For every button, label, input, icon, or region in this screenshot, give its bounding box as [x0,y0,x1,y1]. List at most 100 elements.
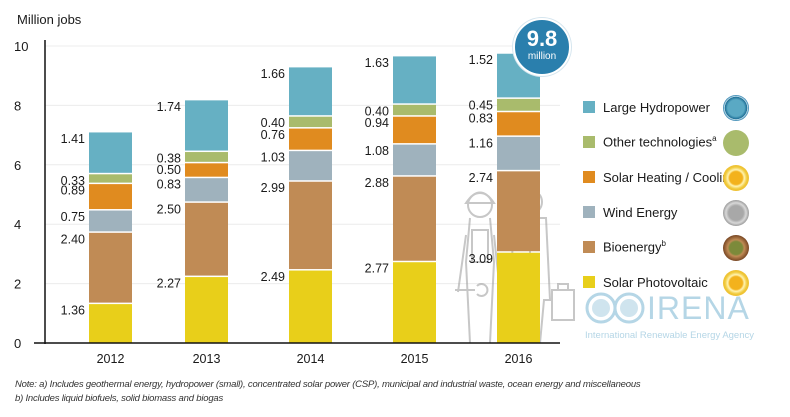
y-tick-label: 4 [14,217,21,232]
bar-segment [289,128,332,150]
legend-item-bioenergy: Bioenergyb [583,237,666,257]
data-label: 2.88 [365,176,389,190]
legend-label: Wind Energy [603,204,678,220]
bar-segment [89,174,132,183]
x-tick-label: 2013 [193,352,221,366]
bar-segment [185,152,228,162]
bar-segment [393,262,436,343]
legend-item-solar-photovoltaic: Solar Photovoltaic [583,272,708,292]
briefcase-icon [551,283,575,321]
data-label: 0.50 [157,163,181,177]
bar-segment [393,104,436,116]
bar-segment [289,67,332,116]
data-label: 0.83 [157,178,181,192]
data-label: 0.38 [157,152,181,166]
irena-logo: IRENA International Renewable Energy Age… [585,290,754,341]
total-badge: 9.8 million [513,18,571,76]
x-tick-label: 2014 [297,352,325,366]
data-label: 1.66 [261,67,285,81]
legend-label: Solar Heating / Cooling [603,169,737,185]
bar-segment [497,171,540,252]
data-label: 1.63 [365,56,389,70]
sun-icon [723,165,749,191]
legend-swatch [583,101,595,113]
bar-segment [393,144,436,176]
data-label: 0.75 [61,210,85,224]
bar-segment [497,112,540,136]
leaf-icon [723,235,749,261]
bar-segment [89,184,132,210]
data-label: 0.94 [365,116,389,130]
bar-segment [185,277,228,343]
globe-infinity-icon [585,292,645,324]
wind-turbine-icon [723,200,749,226]
bar-segment [497,136,540,170]
bar-segment [393,176,436,261]
data-label: 1.16 [469,136,493,150]
legend-swatch [583,241,595,253]
data-label: 1.52 [469,53,493,67]
data-label: 2.40 [61,232,85,246]
legend-swatch [583,136,595,148]
data-label: 0.40 [261,116,285,130]
data-label: 0.89 [61,184,85,198]
data-label: 0.33 [61,174,85,188]
bar-segment [185,163,228,177]
y-tick-label: 2 [14,277,21,292]
y-tick-label: 10 [14,39,28,54]
bar-segment [393,116,436,144]
legend-label: Large Hydropower [603,99,710,115]
legend-swatch [583,206,595,218]
bar-segment [289,151,332,181]
legend-swatch [583,171,595,183]
data-label: 3.09 [469,252,493,266]
bar-segment [497,252,540,343]
water-drop-icon [723,95,749,121]
bar-segment [185,178,228,202]
data-label: 1.74 [157,100,181,114]
wrench-icon [455,283,489,297]
x-tick-label: 2012 [97,352,125,366]
legend-item-other-technologies: Other technologiesa [583,132,717,152]
legend-item-solar-heating-cooling: Solar Heating / Cooling [583,167,737,187]
bar-segment [185,202,228,276]
data-label: 1.03 [261,151,285,165]
bar-segment [393,56,436,104]
y-axis-label: Million jobs [17,12,82,27]
note-a: Note: a) Includes geothermal energy, hyd… [15,379,641,390]
axes: 0 2 4 6 8 10 2012 2013 2014 2015 2016 [14,39,560,366]
data-label: 2.49 [261,270,285,284]
bar-segment [289,270,332,343]
legend-label: Bioenergyb [603,239,666,255]
data-label: 1.08 [365,144,389,158]
y-tick-label: 0 [14,336,21,351]
note-b: b) Includes liquid biofuels, solid bioma… [15,393,224,404]
legend-label: Solar Photovoltaic [603,274,708,290]
y-tick-label: 6 [14,158,21,173]
data-label: 1.36 [61,304,85,318]
data-label: 2.27 [157,277,181,291]
hard-hat-icon [464,191,496,204]
data-label: 2.50 [157,202,181,216]
data-label: 1.41 [61,132,85,146]
other-technologies-icon [723,130,749,156]
y-tick-label: 8 [14,98,21,113]
data-label: 2.77 [365,262,389,276]
data-label: 2.99 [261,181,285,195]
bar-segment [89,232,132,303]
bar-segment [289,116,332,128]
legend-item-large-hydropower: Large Hydropower [583,97,710,117]
bar-segment [185,100,228,151]
data-label: 0.83 [469,112,493,126]
bars: 1.362.400.750.890.331.412.272.500.830.50… [61,53,540,343]
x-tick-label: 2016 [505,352,533,366]
data-label: 0.40 [365,104,389,118]
bar-segment [497,98,540,111]
total-badge-value: 9.8 [526,26,558,51]
total-badge-unit: million [527,51,557,62]
x-tick-label: 2015 [401,352,429,366]
bar-segment [89,304,132,343]
data-label: 2.74 [469,171,493,185]
bar-segment [89,132,132,173]
